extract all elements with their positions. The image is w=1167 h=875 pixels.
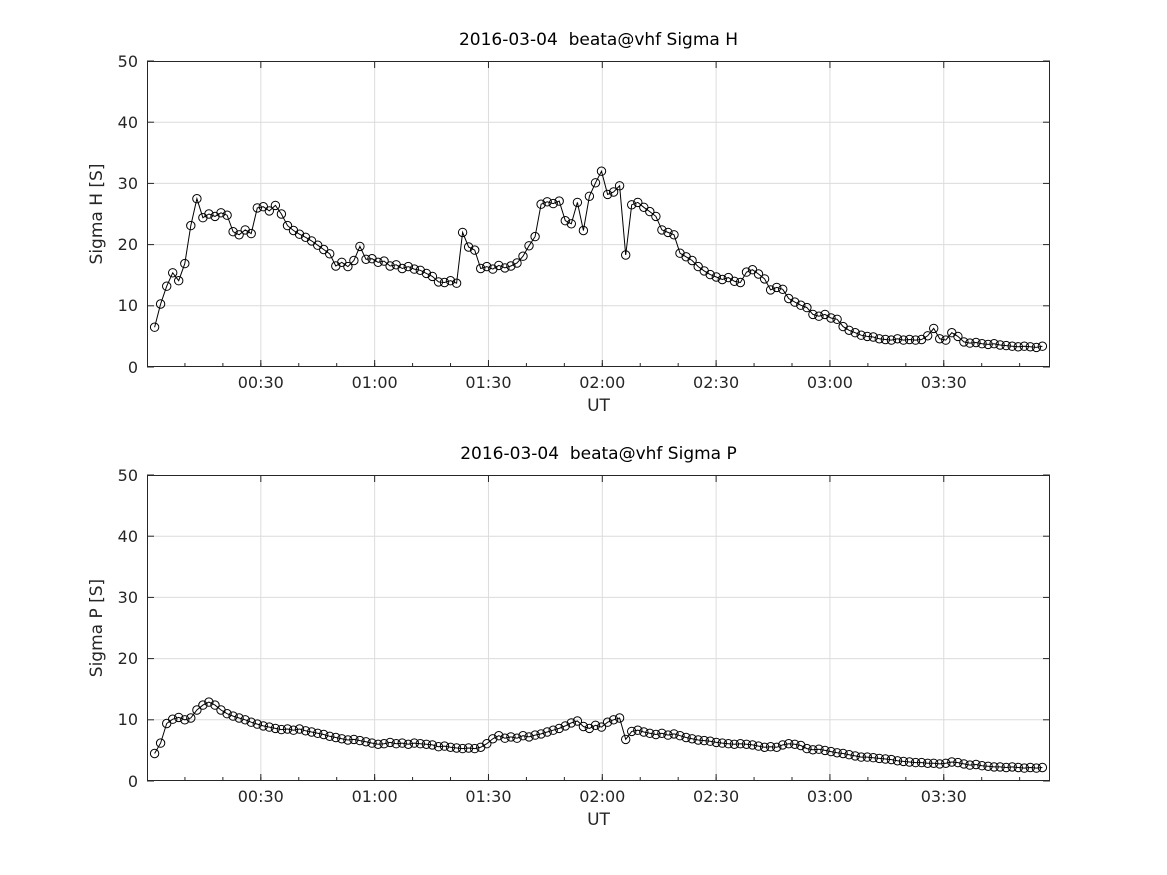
- x-tick-label: 03:00: [806, 787, 853, 806]
- y-tick-label: 40: [117, 112, 138, 132]
- y-tick-label: 30: [117, 173, 138, 193]
- sigma-p-chart: 2016-03-04 beata@vhf Sigma P Sigma P [S]…: [0, 414, 1167, 844]
- x-tick-label: 03:00: [806, 373, 853, 392]
- sigma-h-chart: 2016-03-04 beata@vhf Sigma H Sigma H [S]…: [0, 0, 1167, 430]
- x-axis-label: UT: [587, 810, 610, 830]
- y-tick-label: 20: [117, 235, 138, 255]
- plot-area: [147, 60, 1050, 368]
- y-tick-label: 40: [117, 526, 138, 546]
- y-tick-label: 0: [127, 771, 138, 791]
- y-tick-label: 30: [117, 587, 138, 607]
- x-tick-label: 02:30: [693, 787, 740, 806]
- x-tick-label: 02:00: [579, 373, 626, 392]
- x-tick-label: 01:30: [465, 373, 512, 392]
- x-axis-label: UT: [587, 396, 610, 416]
- sigma-p-plot-svg: [147, 474, 1050, 782]
- y-tick-label: 10: [117, 710, 138, 730]
- x-tick-label: 01:00: [351, 373, 398, 392]
- x-tick-label: 00:30: [237, 373, 284, 392]
- plot-area: [147, 474, 1050, 782]
- y-tick-label: 20: [117, 649, 138, 669]
- chart-title: 2016-03-04 beata@vhf Sigma H: [458, 30, 739, 50]
- x-tick-label: 01:30: [465, 787, 512, 806]
- y-tick-label: 10: [117, 296, 138, 316]
- sigma-h-plot-svg: [147, 60, 1050, 368]
- x-tick-label: 02:00: [579, 787, 626, 806]
- x-tick-label: 03:30: [920, 787, 967, 806]
- x-tick-label: 03:30: [920, 373, 967, 392]
- y-tick-label: 50: [117, 465, 138, 485]
- x-tick-label: 01:00: [351, 787, 398, 806]
- y-tick-label: 50: [117, 51, 138, 71]
- y-tick-label: 0: [127, 357, 138, 377]
- chart-title: 2016-03-04 beata@vhf Sigma P: [460, 444, 737, 464]
- x-tick-label: 02:30: [693, 373, 740, 392]
- x-tick-label: 00:30: [237, 787, 284, 806]
